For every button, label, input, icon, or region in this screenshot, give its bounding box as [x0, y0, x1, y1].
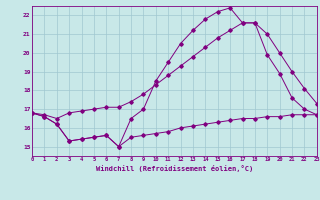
X-axis label: Windchill (Refroidissement éolien,°C): Windchill (Refroidissement éolien,°C) [96, 165, 253, 172]
